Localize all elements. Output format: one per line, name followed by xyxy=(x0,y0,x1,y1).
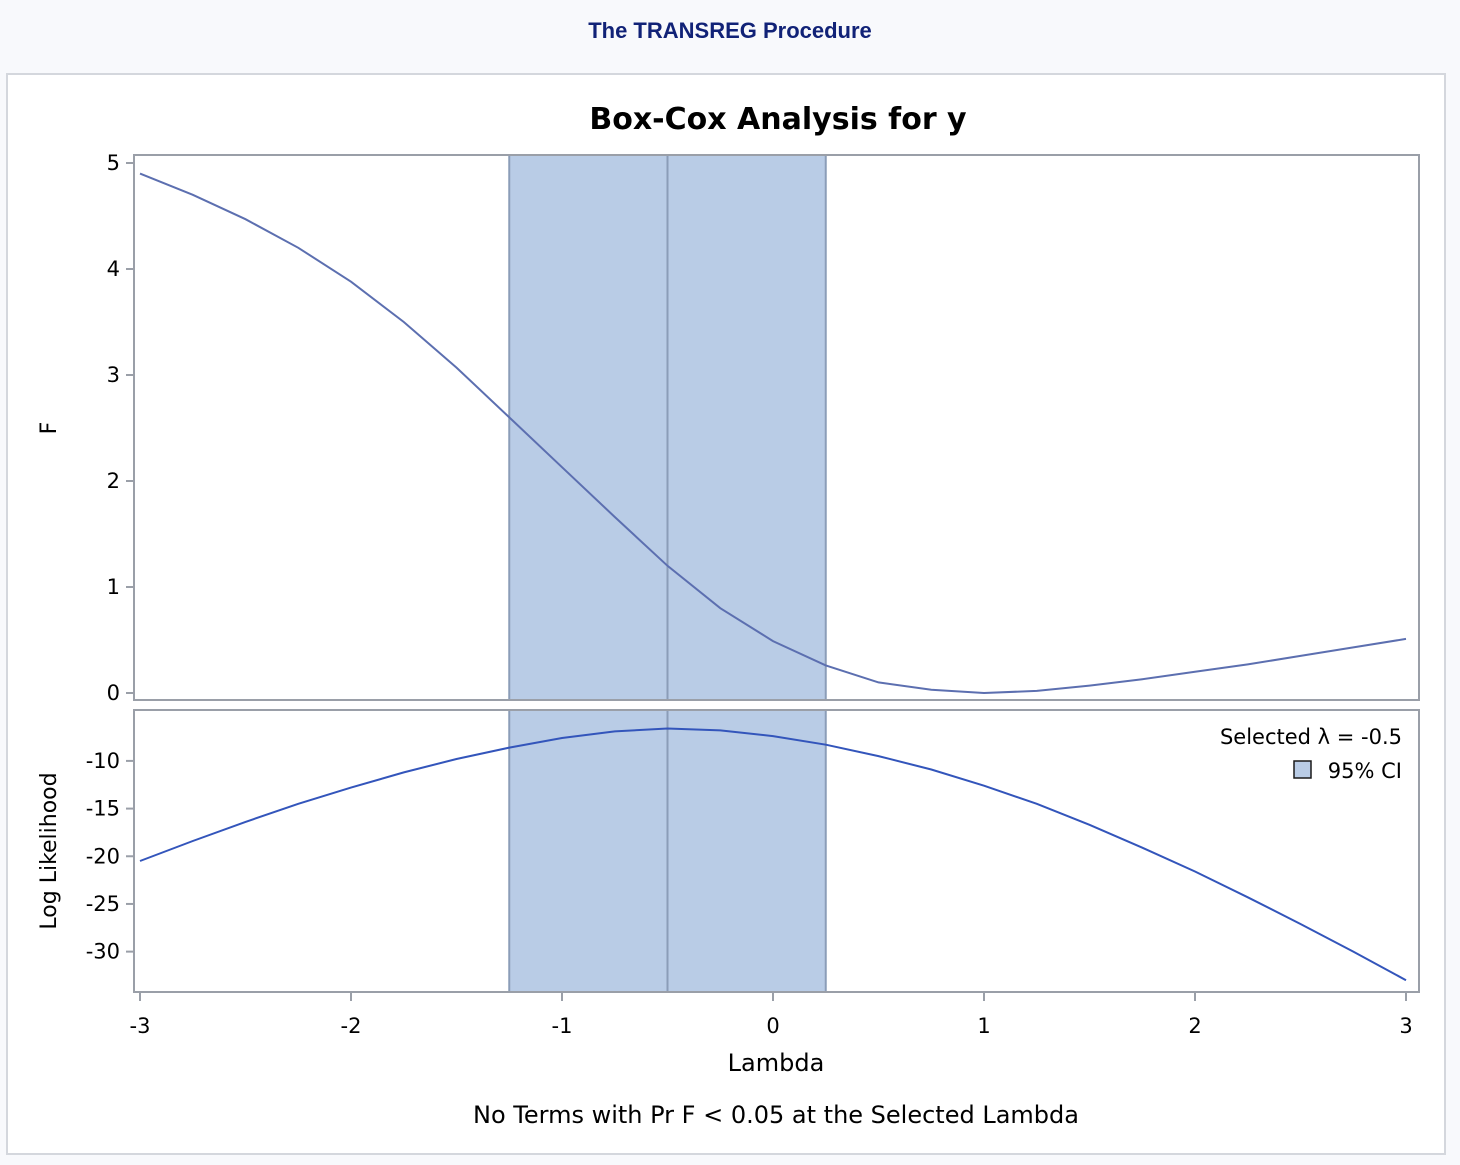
ll-series-line xyxy=(139,727,1407,982)
xtick-label: -3 xyxy=(130,1014,151,1038)
ll-ytick-label: -25 xyxy=(86,892,120,916)
legend-selected-lambda: Selected λ = -0.5 xyxy=(1220,725,1402,749)
xtick-label: 2 xyxy=(1188,1014,1201,1038)
f-panel-frame xyxy=(133,154,1420,701)
legend-ci-swatch xyxy=(1293,760,1312,779)
ll-ytick-label: -10 xyxy=(86,749,120,773)
footnote: No Terms with Pr F < 0.05 at the Selecte… xyxy=(473,1101,1079,1129)
ll-panel-frame xyxy=(133,709,1420,993)
f-ytick-label: 2 xyxy=(107,469,120,493)
xtick-label: 0 xyxy=(766,1014,779,1038)
box-cox-chart: Box-Cox Analysis for y 012345-30-25-20-1… xyxy=(37,102,1420,1129)
ll-ytick-label: -15 xyxy=(86,797,120,821)
f-ytick-label: 1 xyxy=(107,575,120,599)
xtick-label: -2 xyxy=(341,1014,362,1038)
f-series-line xyxy=(139,172,1407,695)
graph-frame: Box-Cox Analysis for y 0 1 2 3 4 5 -30 -25 -20 -1… xyxy=(6,73,1446,1155)
xtick-label: 1 xyxy=(977,1014,990,1038)
f-ytick-label: 5 xyxy=(107,151,120,175)
f-ytick-label: 4 xyxy=(107,257,120,281)
chart-title: Box-Cox Analysis for y xyxy=(589,102,967,137)
f-ytick-label: 0 xyxy=(107,681,120,705)
procedure-title: The TRANSREG Procedure xyxy=(588,18,872,43)
xtick-label: 3 xyxy=(1399,1014,1412,1038)
xtick-label: -1 xyxy=(552,1014,573,1038)
f-axis-label: F xyxy=(37,422,62,435)
ll-ytick-label: -20 xyxy=(86,844,120,868)
legend-ci-label: 95% CI xyxy=(1328,759,1402,783)
x-axis-label: Lambda xyxy=(728,1049,825,1077)
f-ytick-label: 3 xyxy=(107,363,120,387)
legend: Selected λ = -0.5 95% CI xyxy=(1220,725,1402,783)
ll-axis-label: Log Likelihood xyxy=(37,772,62,929)
ll-ytick-label: -30 xyxy=(86,940,120,964)
